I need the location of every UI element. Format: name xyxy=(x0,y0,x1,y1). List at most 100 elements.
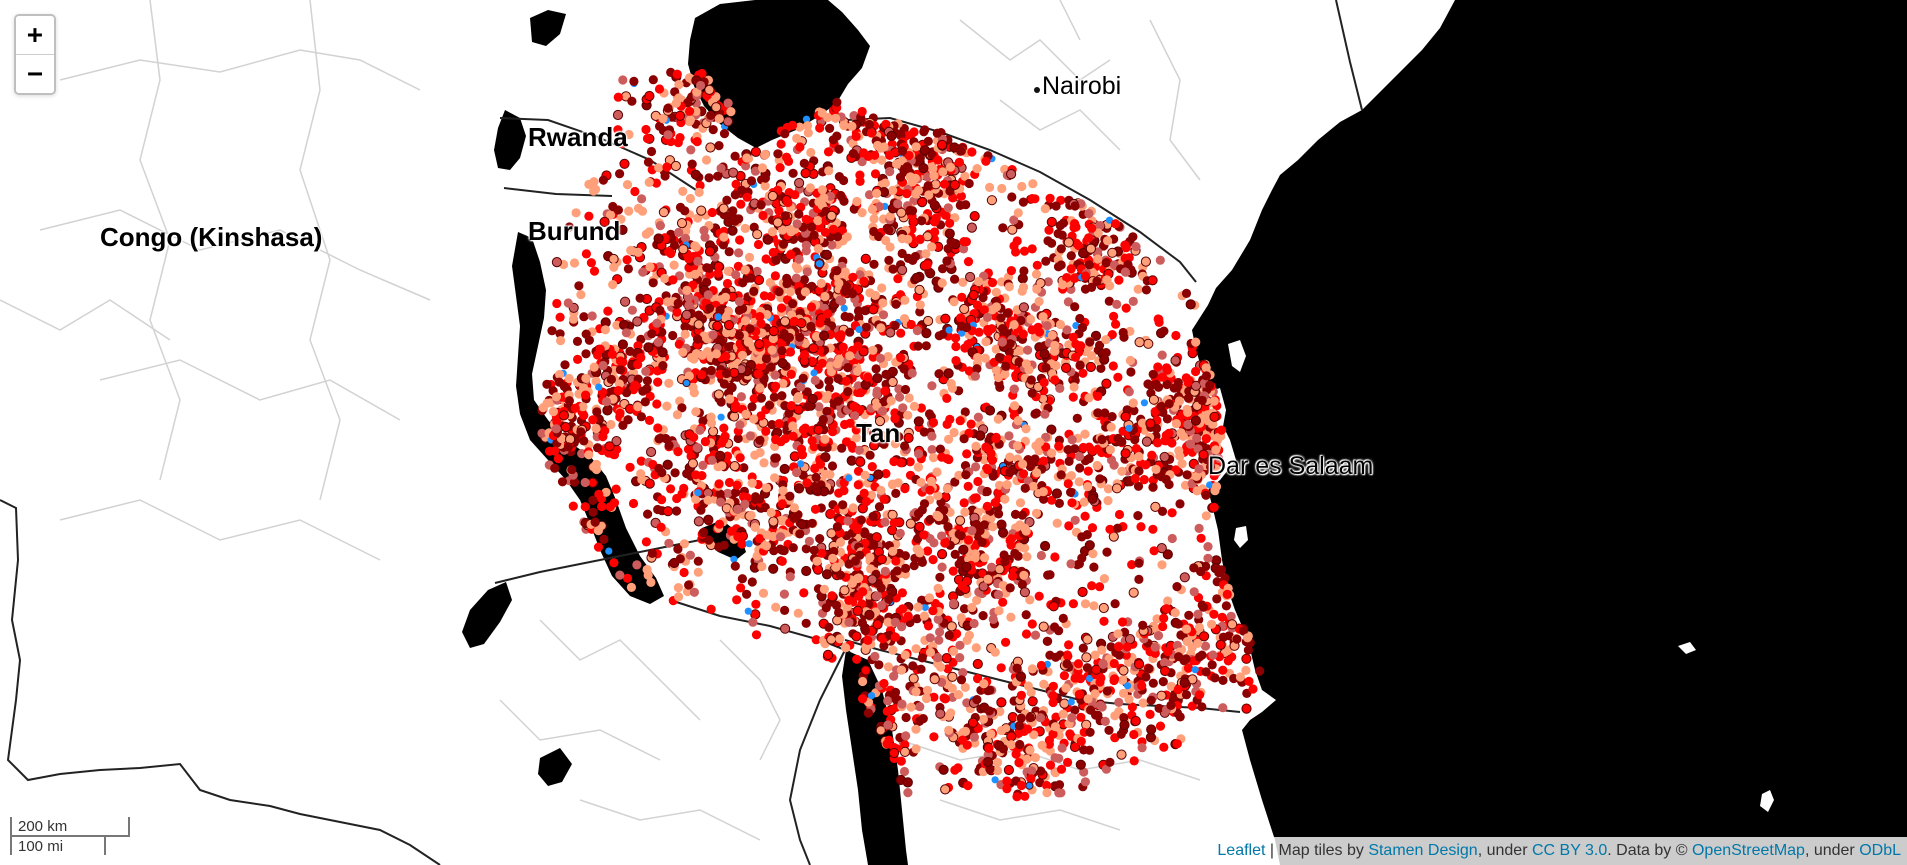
water-point-marker xyxy=(1030,454,1040,464)
water-point-marker xyxy=(905,518,916,529)
water-point-marker xyxy=(579,383,589,393)
water-point-marker xyxy=(735,420,745,430)
water-point-marker xyxy=(1053,229,1063,239)
water-point-marker xyxy=(598,175,609,185)
water-point-marker xyxy=(643,157,654,167)
water-point-marker xyxy=(1154,317,1164,327)
water-point-marker xyxy=(984,405,996,416)
water-point-marker xyxy=(555,312,565,322)
water-point-marker xyxy=(770,271,781,281)
water-point-marker xyxy=(831,113,841,123)
water-point-marker xyxy=(606,419,616,430)
water-point-marker xyxy=(943,368,954,379)
water-point-marker xyxy=(1160,665,1171,677)
water-point-marker xyxy=(874,660,884,670)
water-point-marker xyxy=(882,706,892,716)
water-point-marker xyxy=(696,505,706,515)
water-point-marker xyxy=(1255,666,1265,676)
water-point-marker xyxy=(1055,319,1066,330)
water-point-marker xyxy=(888,747,900,759)
water-point-marker xyxy=(884,225,894,235)
water-point-marker xyxy=(1192,486,1202,496)
water-point-marker xyxy=(891,299,901,309)
water-point-marker xyxy=(755,435,765,445)
water-point-marker xyxy=(1059,671,1069,681)
water-point-marker xyxy=(1118,688,1129,699)
water-point-marker xyxy=(991,344,1001,354)
water-point-marker xyxy=(1003,764,1015,776)
water-point-marker xyxy=(1048,681,1058,691)
water-point-marker xyxy=(668,275,678,285)
water-point-marker xyxy=(801,214,811,224)
water-point-marker xyxy=(810,375,820,385)
water-point-marker xyxy=(1182,637,1192,647)
water-point-marker xyxy=(1200,641,1211,651)
water-point-marker xyxy=(1043,570,1053,580)
water-point-marker xyxy=(994,606,1004,616)
water-point-marker xyxy=(674,80,684,90)
water-point-marker xyxy=(991,365,1001,375)
water-point-marker xyxy=(1100,408,1110,418)
water-point-marker xyxy=(1069,382,1079,392)
water-point-marker xyxy=(1171,330,1181,341)
water-point-marker xyxy=(646,577,656,588)
water-point-marker xyxy=(1005,583,1015,593)
water-point-marker xyxy=(771,453,781,463)
water-point-marker xyxy=(866,490,877,500)
water-point-marker xyxy=(679,567,689,578)
water-point-marker xyxy=(1012,663,1022,673)
water-point-marker xyxy=(722,278,733,289)
water-point-marker xyxy=(869,259,879,269)
water-point-marker xyxy=(688,382,698,392)
water-point-marker xyxy=(564,373,574,384)
water-point-marker xyxy=(676,218,688,229)
water-point-marker xyxy=(1164,428,1174,438)
water-point-marker xyxy=(809,545,819,555)
water-point-marker xyxy=(880,517,890,527)
water-point-marker xyxy=(734,214,744,224)
water-point-marker xyxy=(666,248,676,259)
water-point-marker xyxy=(1212,594,1222,604)
water-point-marker xyxy=(832,97,842,107)
water-point-marker xyxy=(1087,523,1098,533)
water-point-marker xyxy=(911,142,921,152)
water-point-marker xyxy=(1158,621,1168,632)
water-point-marker xyxy=(997,183,1007,194)
water-point-marker xyxy=(736,199,746,209)
water-point-marker xyxy=(768,247,778,258)
water-point-marker xyxy=(655,221,666,231)
water-point-marker xyxy=(1133,481,1144,491)
water-point-marker xyxy=(679,539,690,549)
water-point-marker xyxy=(1119,713,1129,723)
water-point-marker xyxy=(728,167,739,178)
water-point-marker xyxy=(857,106,867,117)
water-point-marker xyxy=(793,608,803,618)
water-point-marker xyxy=(1104,296,1114,306)
water-point-marker xyxy=(846,455,857,466)
water-point-marker xyxy=(1112,299,1122,309)
water-point-marker xyxy=(927,431,937,441)
water-point-marker xyxy=(750,146,762,157)
water-point-marker xyxy=(982,756,994,768)
water-point-marker xyxy=(937,549,948,560)
water-point-marker xyxy=(780,605,790,616)
water-point-marker xyxy=(792,219,802,229)
water-point-marker xyxy=(951,341,961,352)
water-point-marker xyxy=(1050,622,1060,632)
water-point-marker xyxy=(738,278,748,288)
water-point-marker xyxy=(1137,743,1147,753)
water-point-marker xyxy=(1114,509,1125,520)
water-point-marker xyxy=(694,187,704,197)
water-point-marker xyxy=(988,614,998,625)
water-point-marker xyxy=(584,450,594,460)
water-point-marker xyxy=(860,306,870,316)
water-point-marker xyxy=(1043,277,1053,287)
water-point-marker xyxy=(1148,524,1158,534)
water-point-marker xyxy=(836,330,846,340)
water-point-marker xyxy=(811,472,821,482)
water-point-marker xyxy=(637,194,647,204)
water-point-marker xyxy=(1107,412,1117,422)
water-point-marker xyxy=(1066,251,1076,261)
